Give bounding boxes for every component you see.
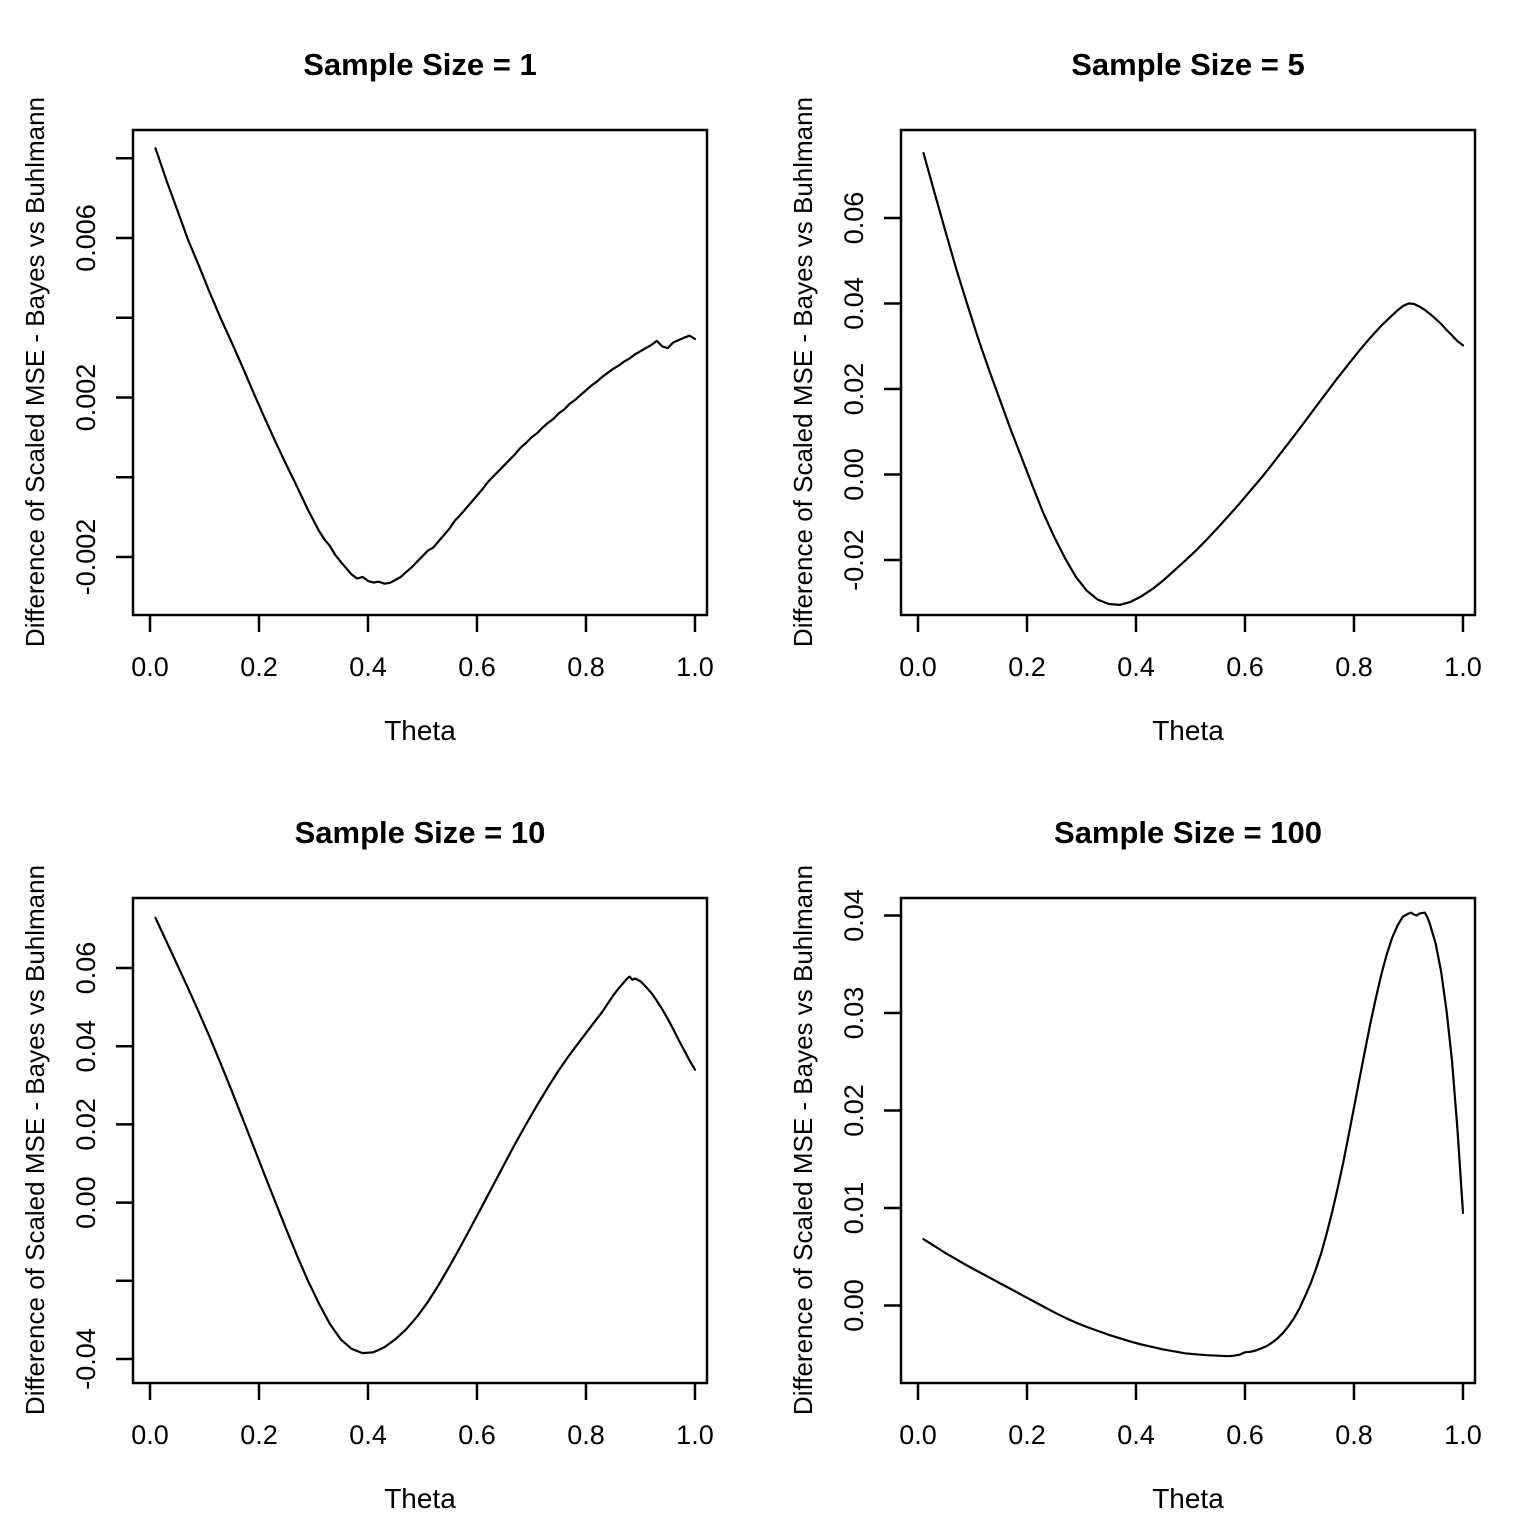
mse-difference-curve bbox=[154, 147, 697, 585]
y-tick-label: 0.06 bbox=[71, 942, 101, 995]
y-tick-label: 0.02 bbox=[839, 1084, 869, 1137]
y-tick-label: 0.02 bbox=[839, 363, 869, 416]
x-axis-label: Theta bbox=[384, 1483, 456, 1514]
y-axis-label: Difference of Scaled MSE - Bayes vs Buhl… bbox=[20, 97, 50, 647]
plot-area: 0.0 0.2 0.4 0.6 0.8 1.0 -0.02 0.00 0.02 0.04 0.06 bbox=[839, 128, 1482, 682]
x-tick-label: 1.0 bbox=[1444, 1420, 1482, 1450]
y-tick-label: 0.06 bbox=[839, 192, 869, 245]
chart-sample-size-10: Sample Size = 10 Difference of Scaled MS… bbox=[20, 815, 714, 1514]
y-tick-label: 0.002 bbox=[71, 364, 101, 432]
x-tick-label: 0.8 bbox=[1335, 1420, 1373, 1450]
y-tick-label: 0.04 bbox=[839, 889, 869, 942]
x-axis-label: Theta bbox=[1152, 715, 1224, 746]
plot-frame bbox=[131, 128, 709, 617]
panel-title: Sample Size = 1 bbox=[303, 47, 536, 82]
x-tick-label: 0.6 bbox=[1226, 1420, 1264, 1450]
plot-frame bbox=[131, 896, 709, 1385]
x-tick-label: 0.8 bbox=[567, 652, 605, 682]
panel-title: Sample Size = 100 bbox=[1054, 815, 1322, 850]
y-tick-label: 0.00 bbox=[839, 448, 869, 501]
x-tick-label: 0.0 bbox=[899, 652, 937, 682]
plot-area: 0.0 0.2 0.4 0.6 0.8 1.0 -0.002 0.002 0.006 bbox=[71, 128, 714, 682]
x-tick-label: 0.4 bbox=[349, 652, 387, 682]
panel-sample-size-1: Sample Size = 1 Difference of Scaled MSE… bbox=[0, 0, 768, 768]
mse-difference-curve bbox=[154, 916, 697, 1355]
x-tick-label: 0.2 bbox=[1008, 652, 1046, 682]
x-tick-label: 0.2 bbox=[240, 1420, 278, 1450]
x-tick-label: 0.6 bbox=[458, 652, 496, 682]
y-axis-label: Difference of Scaled MSE - Bayes vs Buhl… bbox=[20, 865, 50, 1415]
x-tick-label: 0.4 bbox=[349, 1420, 387, 1450]
y-tick-label: 0.03 bbox=[839, 987, 869, 1040]
panel-title: Sample Size = 5 bbox=[1071, 47, 1304, 82]
plot-area: 0.0 0.2 0.4 0.6 0.8 1.0 0.00 0.01 0.02 0.03 0.04 bbox=[839, 889, 1482, 1450]
x-tick-label: 0.6 bbox=[458, 1420, 496, 1450]
y-tick-label: 0.02 bbox=[71, 1098, 101, 1151]
x-tick-label: 0.0 bbox=[131, 1420, 169, 1450]
y-axis-label: Difference of Scaled MSE - Bayes vs Buhl… bbox=[788, 97, 818, 647]
x-tick-label: 0.8 bbox=[1335, 652, 1373, 682]
y-axis-label: Difference of Scaled MSE - Bayes vs Buhl… bbox=[788, 865, 818, 1415]
y-tick-label: 0.04 bbox=[71, 1020, 101, 1073]
x-tick-label: 0.4 bbox=[1117, 1420, 1155, 1450]
chart-sample-size-5: Sample Size = 5 Difference of Scaled MSE… bbox=[788, 47, 1482, 746]
y-tick-label: -0.002 bbox=[71, 519, 101, 596]
x-tick-label: 0.4 bbox=[1117, 652, 1155, 682]
y-tick-label: 0.00 bbox=[839, 1279, 869, 1332]
panel-sample-size-100: Sample Size = 100 Difference of Scaled M… bbox=[768, 768, 1536, 1536]
chart-sample-size-1: Sample Size = 1 Difference of Scaled MSE… bbox=[20, 47, 714, 746]
plot-area: 0.0 0.2 0.4 0.6 0.8 1.0 -0.04 0.00 0.02 0.04 0.06 bbox=[71, 896, 714, 1450]
y-tick-label: -0.02 bbox=[839, 529, 869, 591]
chart-sample-size-100: Sample Size = 100 Difference of Scaled M… bbox=[788, 815, 1482, 1514]
x-tick-label: 0.2 bbox=[1008, 1420, 1046, 1450]
y-tick-label: 0.04 bbox=[839, 277, 869, 330]
x-tick-label: 0.0 bbox=[131, 652, 169, 682]
y-tick-label: 0.01 bbox=[839, 1182, 869, 1235]
x-tick-label: 1.0 bbox=[676, 652, 714, 682]
mse-difference-curve bbox=[922, 151, 1465, 607]
panel-sample-size-10: Sample Size = 10 Difference of Scaled MS… bbox=[0, 768, 768, 1536]
x-tick-label: 0.6 bbox=[1226, 652, 1264, 682]
mse-difference-curve bbox=[922, 911, 1465, 1358]
x-tick-label: 1.0 bbox=[1444, 652, 1482, 682]
x-tick-label: 0.8 bbox=[567, 1420, 605, 1450]
y-tick-label: -0.04 bbox=[71, 1328, 101, 1390]
panel-sample-size-5: Sample Size = 5 Difference of Scaled MSE… bbox=[768, 0, 1536, 768]
panel-title: Sample Size = 10 bbox=[295, 815, 546, 850]
y-tick-label: 0.00 bbox=[71, 1176, 101, 1229]
x-tick-label: 0.0 bbox=[899, 1420, 937, 1450]
plot-frame bbox=[899, 896, 1477, 1385]
x-axis-label: Theta bbox=[384, 715, 456, 746]
x-axis-label: Theta bbox=[1152, 1483, 1224, 1514]
x-tick-label: 1.0 bbox=[676, 1420, 714, 1450]
y-tick-label: 0.006 bbox=[71, 204, 101, 272]
plot-frame bbox=[899, 128, 1477, 617]
x-tick-label: 0.2 bbox=[240, 652, 278, 682]
